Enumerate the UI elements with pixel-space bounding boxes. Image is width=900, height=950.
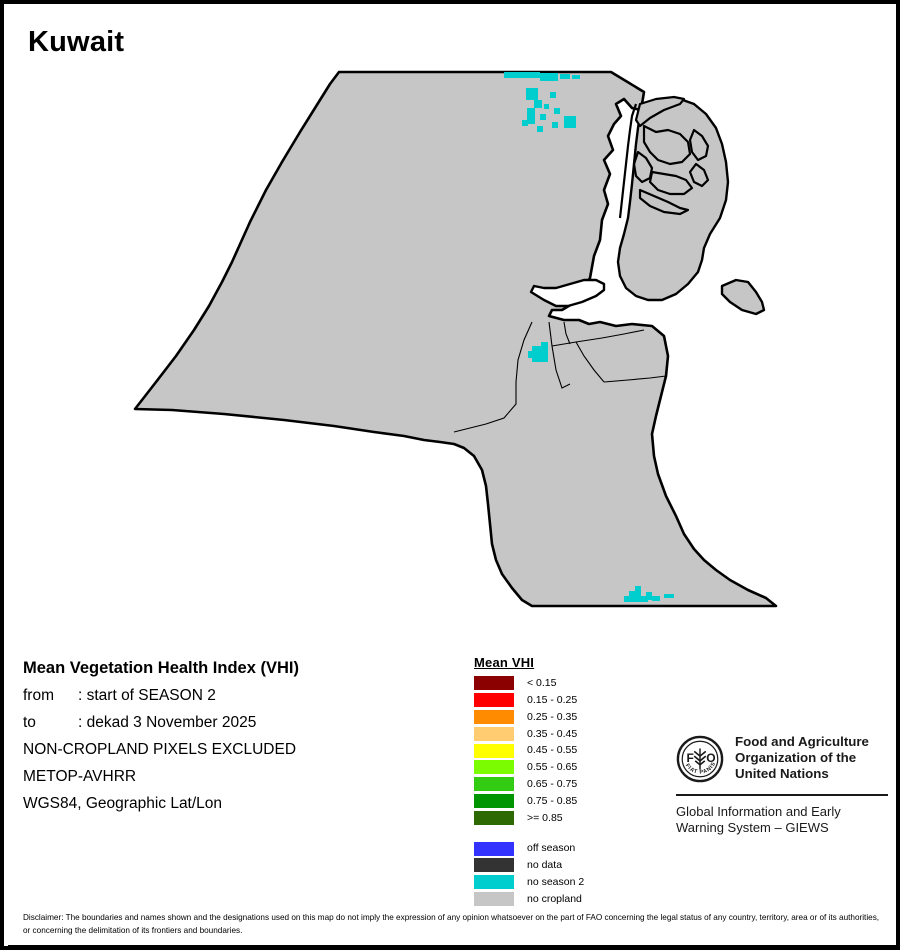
legend-swatch — [474, 726, 514, 741]
legend-item: 0.75 - 0.85 — [474, 793, 584, 810]
legend-swatch — [474, 743, 514, 758]
legend-swatch — [474, 841, 514, 856]
info-sensor: METOP-AVHRR — [23, 768, 137, 785]
legend-item-no-season-2: no season 2 — [474, 874, 584, 891]
legend-item: >= 0.85 — [474, 809, 584, 826]
legend-label: 0.45 - 0.55 — [527, 744, 578, 757]
legend-swatch — [474, 793, 514, 808]
legend-item: 0.45 - 0.55 — [474, 742, 584, 759]
info-from-row: from : start of SEASON 2 — [23, 687, 453, 705]
legend-swatch — [474, 858, 514, 873]
legend-label: no season 2 — [527, 875, 585, 888]
legend-swatch — [474, 676, 514, 691]
legend-label: 0.65 - 0.75 — [527, 777, 578, 790]
map-canvas[interactable] — [4, 4, 900, 644]
no-season2-pixels-central — [528, 342, 548, 362]
legend-item: < 0.15 — [474, 675, 584, 692]
fao-org-line-1: Food and Agriculture — [735, 734, 869, 749]
no-season2-pixels-north — [504, 72, 580, 132]
legend-swatch — [474, 875, 514, 890]
legend-item: 0.25 - 0.35 — [474, 709, 584, 726]
legend-label: 0.35 - 0.45 — [527, 727, 578, 740]
legend-swatch — [474, 709, 514, 724]
warbah-spit-polygon — [634, 95, 686, 128]
info-to-label: to — [23, 714, 36, 731]
page-title: Kuwait — [28, 26, 125, 58]
info-heading: Mean Vegetation Health Index (VHI) — [23, 659, 299, 677]
info-projection: WGS84, Geographic Lat/Lon — [23, 795, 223, 812]
legend-item: 0.55 - 0.65 — [474, 759, 584, 776]
legend-label: no cropland — [527, 892, 582, 905]
giews-name: Global Information and Early Warning Sys… — [676, 804, 891, 837]
fao-logo-icon: F O FIAT PANIS — [676, 735, 724, 783]
legend-swatch — [474, 810, 514, 825]
svg-text:O: O — [706, 751, 715, 765]
legend-swatch — [474, 760, 514, 775]
legend-label: >= 0.85 — [527, 811, 563, 824]
disclaimer-text: Disclaimer: The boundaries and names sho… — [23, 913, 880, 935]
legend-item-no-data: no data — [474, 857, 584, 874]
legend-label: 0.25 - 0.35 — [527, 710, 578, 723]
legend-swatch — [474, 891, 514, 906]
legend-swatch — [474, 777, 514, 792]
fao-org-line-3: United Nations — [735, 766, 829, 782]
governorate-boundaries — [453, 321, 667, 433]
info-noncropland-note: NON-CROPLAND PIXELS EXCLUDED — [23, 741, 297, 758]
no-season2-pixels-south — [624, 586, 674, 602]
legend-separator — [474, 826, 584, 840]
legend-label: < 0.15 — [527, 677, 557, 690]
kuwait-mainland-polygon — [133, 70, 778, 608]
fao-branding: F O FIAT PANIS Food and Agriculture Orga… — [676, 734, 891, 837]
kuwait-map-svg[interactable] — [4, 4, 900, 644]
legend-swatch — [474, 693, 514, 708]
svg-text:F: F — [687, 751, 694, 765]
legend-title: Mean VHI — [474, 655, 535, 670]
legend-label: 0.75 - 0.85 — [527, 794, 578, 807]
info-to-value: : dekad 3 November 2025 — [78, 714, 257, 731]
failaka-island-polygon — [720, 278, 766, 316]
legend-label: no data — [527, 859, 563, 872]
legend-label: 0.55 - 0.65 — [527, 761, 578, 774]
bubiyan-island-polygon — [616, 97, 730, 302]
fao-header: F O FIAT PANIS Food and Agriculture Orga… — [676, 734, 891, 783]
info-to-row: to : dekad 3 November 2025 — [23, 714, 453, 732]
fao-divider — [676, 794, 888, 796]
fao-organization-name: Food and Agriculture Organization of the… — [735, 734, 869, 783]
legend-item-no-cropland: no cropland — [474, 891, 584, 908]
legend-label: off season — [527, 842, 576, 855]
legend-item-off-season: off season — [474, 840, 584, 857]
info-from-label: from — [23, 687, 54, 704]
fao-org-line-2: Organization of the — [735, 750, 857, 766]
kuwait-bay-water — [529, 278, 606, 308]
legend-item: 0.35 - 0.45 — [474, 725, 584, 742]
legend-item: 0.15 - 0.25 — [474, 692, 584, 709]
info-from-value: : start of SEASON 2 — [78, 687, 216, 704]
giews-line-1: Global Information and Early — [676, 804, 841, 819]
legend-label: 0.15 - 0.25 — [527, 693, 578, 706]
map-info-block: Mean Vegetation Health Index (VHI) from … — [23, 659, 453, 822]
legend-item: 0.65 - 0.75 — [474, 776, 584, 793]
bubiyan-channels — [618, 103, 710, 219]
bottom-divider — [8, 945, 896, 946]
giews-line-2: Warning System – GIEWS — [676, 820, 829, 836]
legend: Mean VHI < 0.15 0.15 - 0.25 0.25 - 0.35 … — [474, 655, 584, 907]
